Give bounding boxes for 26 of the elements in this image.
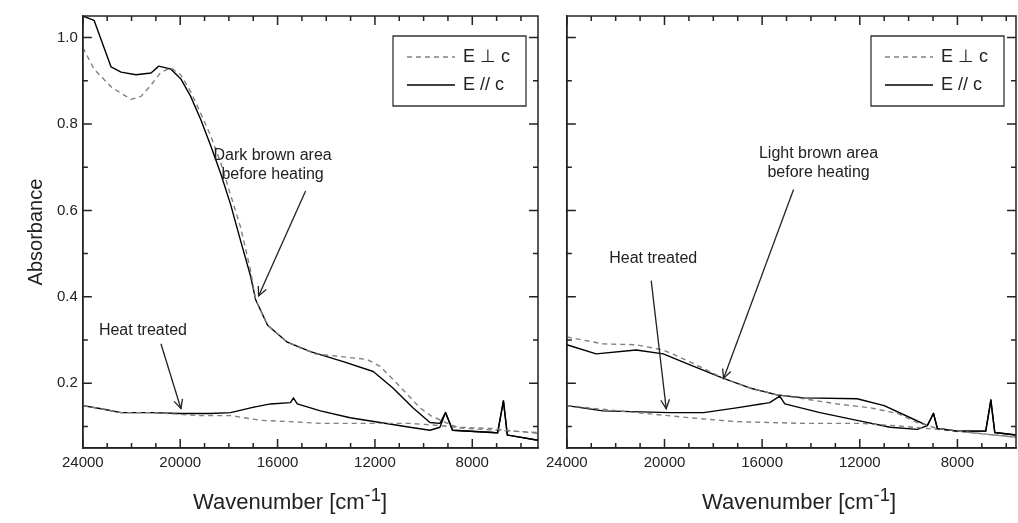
y-tick-label: 0.4 xyxy=(56,286,78,304)
x-tick-label: 16000 xyxy=(256,453,299,471)
legend-label: E // c xyxy=(940,73,983,94)
x-tick-label: 20000 xyxy=(643,453,686,471)
x-tick-label: 12000 xyxy=(354,453,396,471)
x-tick-label: 8000 xyxy=(940,453,975,471)
y-tick-label: 0.6 xyxy=(56,200,78,218)
y-tick-label: 0.2 xyxy=(56,373,78,391)
legend-label: E ⊥ c xyxy=(462,45,511,66)
x-tick-label: 16000 xyxy=(741,453,783,471)
x-tick-label: 24000 xyxy=(546,453,588,471)
legend-label: E ⊥ c xyxy=(940,45,989,66)
x-tick-label: 20000 xyxy=(159,453,202,471)
x-tick-label: 24000 xyxy=(61,453,104,471)
annotation: Dark brown area before heating xyxy=(213,145,332,182)
y-tick-label: 0.8 xyxy=(56,114,78,132)
x-axis-title: Wavenumber [cm$^{-1}$] xyxy=(702,484,896,516)
legend-label: E // c xyxy=(462,73,505,94)
x-tick-label: 8000 xyxy=(455,453,489,471)
x-axis-title: Wavenumber [cm$^{-1}$] xyxy=(193,484,387,516)
y-axis-title: Absorbance xyxy=(23,178,46,286)
annotation: Heat treated xyxy=(98,321,187,339)
annotation: Heat treated xyxy=(609,249,698,267)
annotation: Light brown area before heating xyxy=(758,144,879,181)
y-tick-label: 1.0 xyxy=(56,27,78,45)
x-tick-label: 12000 xyxy=(838,453,881,471)
